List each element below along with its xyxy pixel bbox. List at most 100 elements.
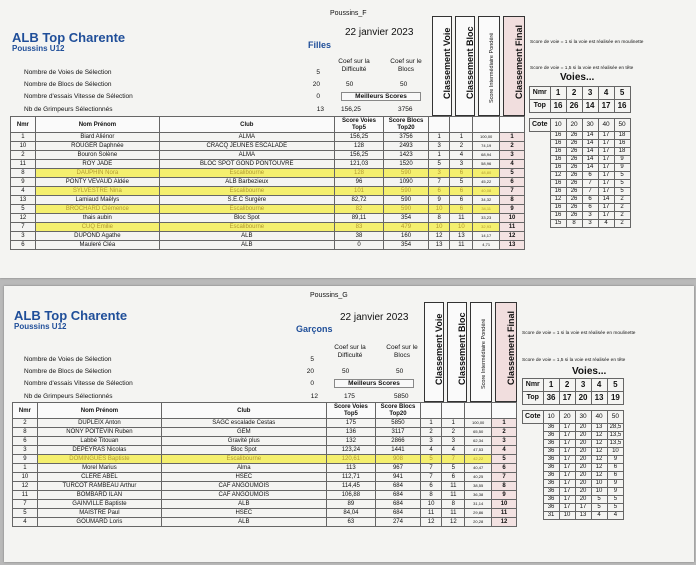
cell-classement-voie: 10: [419, 499, 443, 509]
cell-score-blocs: 354: [383, 213, 429, 223]
column-header: Nmr: [10, 116, 36, 133]
cell-score-voies: 128: [333, 168, 385, 178]
cell-classement-voie: 8: [419, 490, 443, 500]
rec-cell: 26: [565, 139, 583, 148]
cell-name: Mauleré Cléa: [34, 240, 160, 250]
results-table-body: 1 Biard Aliénor ALMA 156,25 3756 1 1 100,00 1 10 R…: [10, 132, 525, 250]
cell-classement-bloc: 11: [441, 490, 466, 500]
rec-cell: 36: [542, 463, 560, 472]
rec-cell: 14: [597, 195, 615, 204]
rec-cell: 20: [565, 118, 583, 132]
rec-cell: 6: [606, 471, 625, 480]
cell-name: DEPEYRAS Nicolas: [36, 445, 163, 455]
header-classement-final: Classement Final: [503, 16, 525, 116]
cell-nmr: 10: [12, 472, 38, 482]
results-sheet-filles: Poussins_F ALB Top Charente Poussins U12…: [0, 0, 696, 278]
cell-club: Escalibourne: [158, 186, 335, 196]
param-value: 20: [306, 368, 314, 375]
cell-score-blocs: 684: [375, 490, 421, 500]
rec-nmr-label: Nmr: [522, 378, 544, 392]
cell-classement-bloc: 2: [441, 427, 466, 437]
cell-nmr: 3: [10, 231, 36, 241]
cell-club: CRACQ JEUNES ESCALADE: [158, 141, 335, 151]
rec-cell: 17: [597, 179, 615, 188]
cell-name: MAISTRE Paul: [36, 508, 163, 518]
rec-cell: 16: [549, 139, 567, 148]
rec-cell: 12: [590, 439, 608, 448]
cell-score-blocs: 1441: [375, 445, 421, 455]
rec-cell: 5: [590, 495, 608, 504]
rec-cell: 5: [606, 503, 625, 512]
cell-name: DAUPHIN Nora: [34, 168, 160, 178]
cell-score-voies: 175: [325, 418, 377, 428]
rec-cell: 13: [590, 423, 608, 432]
cell-classement-bloc: 5: [449, 177, 474, 187]
cell-nmr: 7: [10, 222, 36, 232]
cell-score-voies: 156,25: [333, 132, 385, 142]
rec-row: 36 17 20 12 13,5: [523, 439, 625, 448]
cell-classement-voie: 7: [427, 177, 451, 187]
rec-cell: 20: [574, 447, 592, 456]
rec-cell: 17: [558, 479, 576, 488]
rec-cell: 17: [597, 163, 615, 172]
cell-nmr: 1: [12, 463, 38, 473]
cell-nmr: 2: [10, 150, 36, 160]
rec-cell: 50: [613, 118, 631, 132]
rec-cell: 4: [597, 86, 615, 100]
cell-classement-final: 12: [491, 517, 517, 527]
rec-row: 16 26 7 17 5: [530, 179, 631, 188]
rec-cell: 10: [558, 511, 576, 520]
rec-cell: 20: [574, 455, 592, 464]
cell-club: Escalibourne: [158, 168, 335, 178]
column-header: Score Blocs Top20: [383, 116, 429, 133]
rec-cell: 10: [590, 487, 608, 496]
rec-cell: 7: [581, 179, 599, 188]
results-table: Nmr Nom Prénom Club Score Voies Top5 Sco…: [10, 116, 525, 250]
table-row: 12 thais aubin Bloc Spot 89,11 354 8 11 33,23 10: [10, 213, 525, 223]
rec-cell: 17: [597, 203, 615, 212]
coef-voie-value: 50: [342, 368, 350, 375]
cell-name: CUQ Emilie: [34, 222, 160, 232]
cell-nmr: 8: [12, 427, 38, 437]
rec-cell: 9: [606, 455, 625, 464]
cell-club: Gravité plus: [161, 436, 327, 446]
cell-classement-final: 6: [499, 177, 525, 187]
coef-bloc-value: 50: [396, 368, 404, 375]
rec-cell: 17: [558, 495, 576, 504]
rec-cell: 26: [565, 211, 583, 220]
cell-name: Labbé Titouan: [36, 436, 163, 446]
table-row: 9 PONTY VEVAUD Aldée ALB Barbezieux 96 1090 7…: [10, 177, 525, 187]
cell-name: Morel Marius: [36, 463, 163, 473]
table-row: 5 MAISTRE Paul HSEC 84,04 684 11 11 29,86 11: [12, 508, 517, 518]
rec-row: 36 17 20 12 10: [523, 447, 625, 456]
cell-classement-voie: 1: [427, 150, 451, 160]
rec-cell: 16: [549, 147, 567, 156]
cell-score-pondere: 14,17: [472, 231, 501, 241]
cell-nmr: 4: [10, 186, 36, 196]
cell-name: CLERE ABEL: [36, 472, 163, 482]
rec-cell: 3: [581, 219, 599, 228]
cell-classement-final: 11: [499, 222, 525, 232]
rec-row: 36 17 20 13 28,5: [523, 423, 625, 432]
cell-club: ALB Barbezieux: [158, 177, 335, 187]
param-value: 0: [310, 380, 314, 387]
rec-cell: 5: [590, 503, 608, 512]
rec-cell: 26: [565, 171, 583, 180]
cell-nmr: 6: [10, 240, 36, 250]
cell-classement-final: 13: [499, 240, 525, 250]
cell-nmr: 9: [10, 177, 36, 187]
cell-name: DUPOND Agathe: [34, 231, 160, 241]
rec-row: 16 26 7 17 5: [530, 187, 631, 196]
cell-score-pondere: 32,93: [472, 222, 501, 232]
rec-row: 31 10 13 4 4: [523, 511, 625, 520]
rec-cell: 36: [542, 447, 560, 456]
cell-classement-final: 9: [499, 204, 525, 214]
rec-cell: 10: [590, 479, 608, 488]
rec-row: 16 26 14 17 9: [530, 163, 631, 172]
cell-score-pondere: 40,25: [464, 472, 493, 482]
rec-cell: 2: [613, 195, 631, 204]
cell-name: GAINVILLE Baptiste: [36, 499, 163, 509]
table-row: 4 GOUMARD Loris ALB 63 274 12 12 20,28 12: [12, 517, 517, 527]
cell-score-voies: 120,61: [325, 454, 377, 464]
rec-cell: 17: [597, 171, 615, 180]
